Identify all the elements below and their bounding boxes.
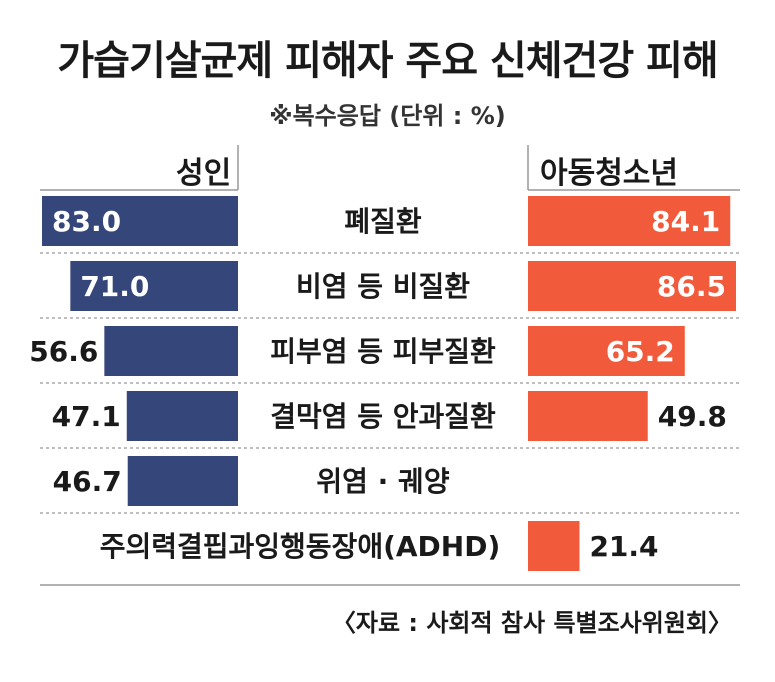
chart-title: 가습기살균제 피해자 주요 신체건강 피해 — [57, 38, 718, 84]
bar-adult — [127, 456, 238, 506]
bar-adult — [70, 261, 239, 311]
bar-youth — [528, 261, 736, 311]
chart-subtitle: ※복수응답 (단위 : %) — [269, 102, 506, 130]
data-label-adult: 71.0 — [80, 270, 149, 303]
data-label-adult: 56.6 — [29, 335, 98, 368]
bar-adult — [42, 196, 238, 246]
bar-youth — [528, 391, 648, 441]
data-label-adult: 83.0 — [52, 205, 121, 238]
bar-youth — [528, 521, 580, 571]
category-label: 비염 등 비질환 — [296, 270, 470, 303]
category-label: 주의력결핍과잉행동장애(ADHD) — [100, 530, 501, 563]
category-label: 결막염 등 안과질환 — [270, 400, 496, 433]
bar-youth — [528, 326, 685, 376]
category-label: 폐질환 — [344, 205, 422, 238]
data-label-youth: 21.4 — [589, 530, 658, 563]
data-label-youth: 84.1 — [651, 205, 720, 238]
data-label-adult: 46.7 — [53, 465, 122, 498]
bar-adult — [126, 391, 238, 441]
data-label-youth: 65.2 — [606, 335, 675, 368]
legend-adult: 성인 — [176, 156, 232, 191]
bar-youth — [528, 196, 731, 246]
category-label: 위염 · 궤양 — [316, 465, 449, 498]
source-note: 〈자료 : 사회적 참사 특별조사위원회〉 — [331, 609, 732, 637]
bar-adult — [104, 326, 239, 376]
data-label-youth: 86.5 — [657, 270, 726, 303]
data-label-youth: 49.8 — [658, 400, 727, 433]
category-label: 피부염 등 피부질환 — [270, 335, 496, 368]
data-label-adult: 47.1 — [52, 400, 121, 433]
legend-youth: 아동청소년 — [540, 156, 678, 191]
